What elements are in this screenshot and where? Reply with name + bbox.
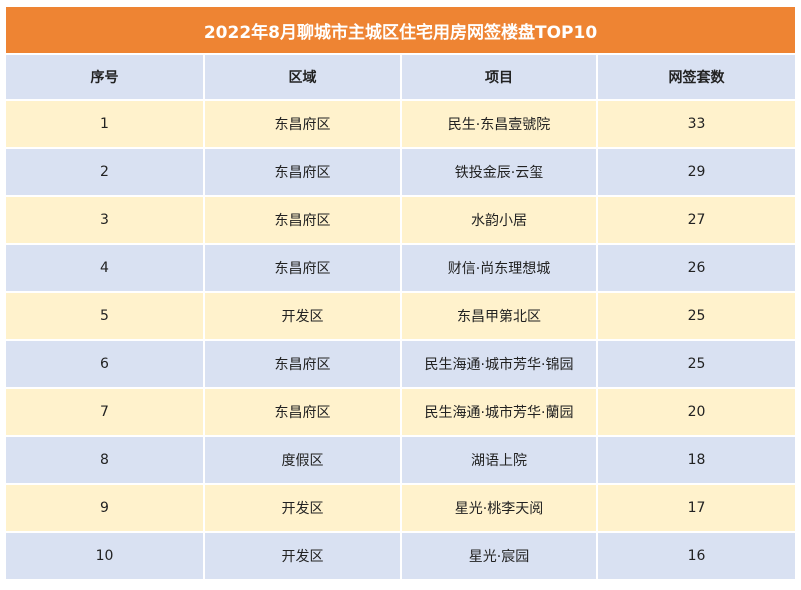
cell-no: 1 bbox=[6, 100, 205, 149]
cell-count: 26 bbox=[597, 244, 795, 293]
cell-project: 民生海通·城市芳华·锦园 bbox=[401, 340, 598, 389]
cell-count: 27 bbox=[597, 196, 795, 245]
table-row: 2 东昌府区 铁投金辰·云玺 29 bbox=[6, 148, 795, 197]
cell-district: 开发区 bbox=[204, 292, 402, 341]
table-row: 1 东昌府区 民生·东昌壹號院 33 bbox=[6, 100, 795, 149]
header-project: 项目 bbox=[401, 55, 598, 101]
table-row: 8 度假区 湖语上院 18 bbox=[6, 436, 795, 485]
header-no: 序号 bbox=[6, 55, 205, 101]
table-row: 4 东昌府区 财信·尚东理想城 26 bbox=[6, 244, 795, 293]
table-row: 10 开发区 星光·宸园 16 bbox=[6, 532, 795, 581]
cell-no: 6 bbox=[6, 340, 205, 389]
cell-project: 东昌甲第北区 bbox=[401, 292, 598, 341]
ranking-table: 序号 区域 项目 网签套数 1 东昌府区 民生·东昌壹號院 33 2 东昌府区 … bbox=[6, 55, 795, 581]
cell-no: 5 bbox=[6, 292, 205, 341]
cell-district: 度假区 bbox=[204, 436, 402, 485]
cell-project: 铁投金辰·云玺 bbox=[401, 148, 598, 197]
cell-district: 东昌府区 bbox=[204, 148, 402, 197]
cell-count: 18 bbox=[597, 436, 795, 485]
table-row: 3 东昌府区 水韵小居 27 bbox=[6, 196, 795, 245]
cell-no: 4 bbox=[6, 244, 205, 293]
cell-project: 财信·尚东理想城 bbox=[401, 244, 598, 293]
table-row: 7 东昌府区 民生海通·城市芳华·蘭园 20 bbox=[6, 388, 795, 437]
cell-district: 东昌府区 bbox=[204, 388, 402, 437]
cell-project: 星光·宸园 bbox=[401, 532, 598, 581]
table-row: 6 东昌府区 民生海通·城市芳华·锦园 25 bbox=[6, 340, 795, 389]
cell-count: 16 bbox=[597, 532, 795, 581]
cell-project: 湖语上院 bbox=[401, 436, 598, 485]
cell-district: 东昌府区 bbox=[204, 100, 402, 149]
ranking-sheet: 2022年8月聊城市主城区住宅用房网签楼盘TOP10 序号 区域 项目 网签套数… bbox=[6, 7, 795, 581]
cell-district: 东昌府区 bbox=[204, 244, 402, 293]
cell-project: 民生海通·城市芳华·蘭园 bbox=[401, 388, 598, 437]
cell-project: 星光·桃李天阅 bbox=[401, 484, 598, 533]
table-row: 9 开发区 星光·桃李天阅 17 bbox=[6, 484, 795, 533]
cell-no: 3 bbox=[6, 196, 205, 245]
cell-no: 7 bbox=[6, 388, 205, 437]
cell-count: 25 bbox=[597, 292, 795, 341]
cell-project: 水韵小居 bbox=[401, 196, 598, 245]
cell-district: 开发区 bbox=[204, 532, 402, 581]
cell-no: 9 bbox=[6, 484, 205, 533]
cell-no: 10 bbox=[6, 532, 205, 581]
cell-count: 25 bbox=[597, 340, 795, 389]
table-row: 5 开发区 东昌甲第北区 25 bbox=[6, 292, 795, 341]
cell-count: 33 bbox=[597, 100, 795, 149]
cell-count: 29 bbox=[597, 148, 795, 197]
table-title: 2022年8月聊城市主城区住宅用房网签楼盘TOP10 bbox=[6, 7, 795, 55]
header-district: 区域 bbox=[204, 55, 402, 101]
cell-district: 东昌府区 bbox=[204, 196, 402, 245]
cell-district: 开发区 bbox=[204, 484, 402, 533]
header-row: 序号 区域 项目 网签套数 bbox=[6, 55, 795, 101]
cell-district: 东昌府区 bbox=[204, 340, 402, 389]
cell-no: 8 bbox=[6, 436, 205, 485]
cell-project: 民生·东昌壹號院 bbox=[401, 100, 598, 149]
header-count: 网签套数 bbox=[597, 55, 795, 101]
cell-no: 2 bbox=[6, 148, 205, 197]
cell-count: 20 bbox=[597, 388, 795, 437]
cell-count: 17 bbox=[597, 484, 795, 533]
